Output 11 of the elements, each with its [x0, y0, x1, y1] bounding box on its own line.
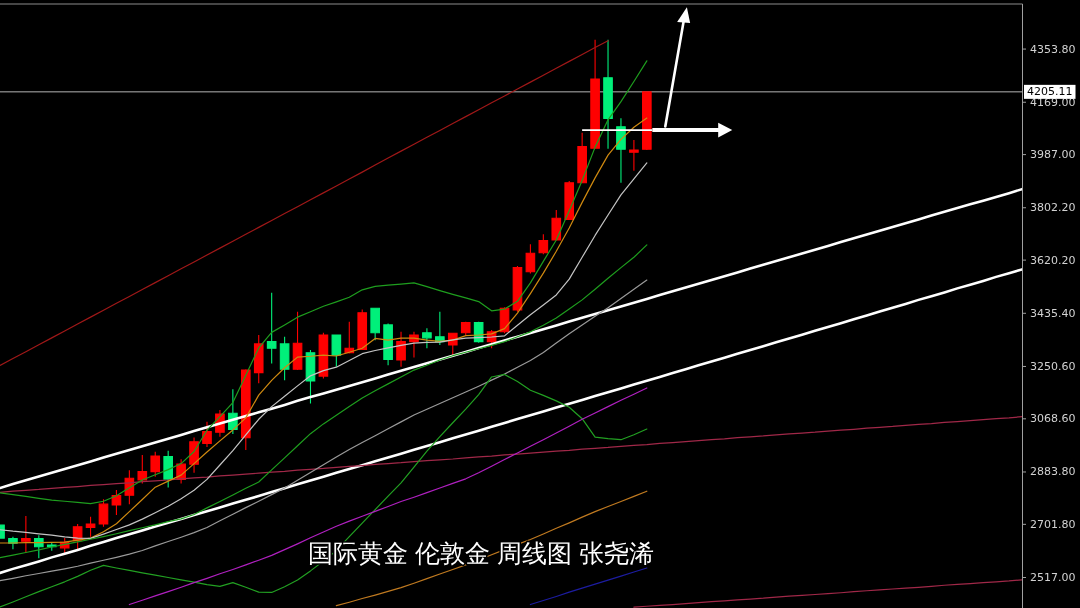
- y-tick-label: 2517.00: [1030, 571, 1076, 584]
- y-tick-label: 4353.80: [1030, 42, 1076, 56]
- y-tick-label: 3802.20: [1030, 201, 1076, 215]
- y-tick-label: 3250.60: [1030, 359, 1076, 373]
- annotation: 国际黄金 伦敦金 周线图 张尧浠: [308, 539, 655, 567]
- y-tick-label: 2701.80: [1030, 517, 1076, 531]
- y-tick-label: 3987.00: [1030, 148, 1076, 162]
- y-tick-label: 3620.20: [1030, 253, 1076, 267]
- y-tick-label: 2883.80: [1030, 465, 1076, 479]
- y-tick-label: 3068.60: [1030, 412, 1076, 426]
- y-tick-label: 3435.40: [1030, 306, 1076, 320]
